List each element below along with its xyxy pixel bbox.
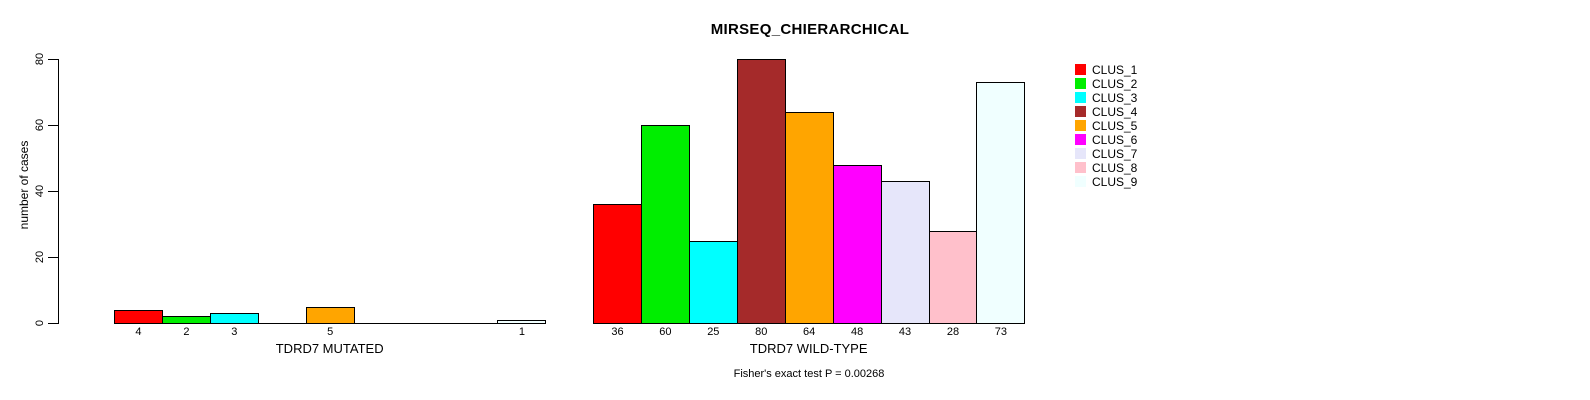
bar-clus_3 xyxy=(688,240,738,324)
bar-clus_2 xyxy=(640,125,690,324)
y-tick-label: 60 xyxy=(34,118,46,132)
legend-swatch-clus_7 xyxy=(1075,148,1086,159)
legend-swatch-clus_9 xyxy=(1075,176,1086,187)
bar-clus_5 xyxy=(305,306,355,324)
zero-height-bar-clus_4 xyxy=(257,323,307,324)
bar-value-label: 48 xyxy=(850,326,864,338)
y-tick-label: 80 xyxy=(34,52,46,66)
bar-value-label: 80 xyxy=(755,326,768,338)
legend-swatch-clus_4 xyxy=(1075,106,1086,117)
legend-swatch-clus_6 xyxy=(1075,134,1086,145)
legend-label-clus_3: CLUS_3 xyxy=(1092,91,1138,105)
fisher-test-annotation: Fisher's exact test P = 0.00268 xyxy=(733,368,885,380)
bar-clus_7 xyxy=(880,181,930,324)
bar-clus_9 xyxy=(497,319,547,324)
bar-clus_4 xyxy=(736,59,786,324)
bar-clus_8 xyxy=(928,230,978,324)
legend-swatch-clus_5 xyxy=(1075,120,1086,131)
y-tick-mark xyxy=(48,191,58,192)
zero-height-bar-clus_6 xyxy=(353,323,403,324)
legend-swatch-clus_3 xyxy=(1075,92,1086,103)
bar-value-label: 4 xyxy=(135,326,142,338)
bar-value-label: 73 xyxy=(994,326,1008,338)
legend-label-clus_9: CLUS_9 xyxy=(1092,175,1138,189)
y-tick-label: 40 xyxy=(34,184,46,198)
bar-value-label: 3 xyxy=(231,326,238,338)
y-tick-mark xyxy=(48,257,58,258)
bar-clus_9 xyxy=(976,82,1026,324)
y-tick-label: 20 xyxy=(34,250,46,264)
legend-label-clus_7: CLUS_7 xyxy=(1092,147,1138,161)
legend-swatch-clus_1 xyxy=(1075,64,1086,75)
bar-clus_3 xyxy=(209,313,259,324)
legend-label-clus_6: CLUS_6 xyxy=(1092,133,1138,147)
y-tick-mark xyxy=(48,125,58,126)
y-tick-mark xyxy=(48,59,58,60)
bar-value-label: 64 xyxy=(803,326,816,338)
group-label: TDRD7 MUTATED xyxy=(275,341,384,356)
bar-value-label: 43 xyxy=(898,326,912,338)
y-axis-line xyxy=(58,59,59,324)
bar-value-label: 25 xyxy=(707,326,720,338)
bar-clus_1 xyxy=(593,204,642,324)
group-label: TDRD7 WILD-TYPE xyxy=(749,341,868,356)
y-tick-label: 0 xyxy=(34,319,46,327)
legend-label-clus_8: CLUS_8 xyxy=(1092,161,1138,175)
bar-value-label: 28 xyxy=(946,326,960,338)
zero-height-bar-clus_8 xyxy=(449,323,499,324)
bar-value-label: 5 xyxy=(327,326,334,338)
bar-clus_6 xyxy=(832,164,882,324)
legend-swatch-clus_2 xyxy=(1075,78,1086,89)
bar-clus_1 xyxy=(114,309,163,324)
bar-value-label: 36 xyxy=(611,326,624,338)
zero-height-bar-clus_7 xyxy=(401,323,451,324)
y-axis-label: number of cases xyxy=(17,140,31,230)
bar-clus_5 xyxy=(784,111,834,324)
legend-label-clus_5: CLUS_5 xyxy=(1092,119,1138,133)
legend-swatch-clus_8 xyxy=(1075,162,1086,173)
bar-clus_2 xyxy=(161,316,211,324)
bar-value-label: 2 xyxy=(183,326,190,338)
legend-label-clus_1: CLUS_1 xyxy=(1092,63,1138,77)
legend-label-clus_2: CLUS_2 xyxy=(1092,77,1138,91)
y-tick-mark xyxy=(48,323,58,324)
chart-title: MIRSEQ_CHIERARCHICAL xyxy=(710,21,910,38)
legend-label-clus_4: CLUS_4 xyxy=(1092,105,1138,119)
bar-value-label: 60 xyxy=(659,326,672,338)
bar-value-label: 1 xyxy=(518,326,525,338)
